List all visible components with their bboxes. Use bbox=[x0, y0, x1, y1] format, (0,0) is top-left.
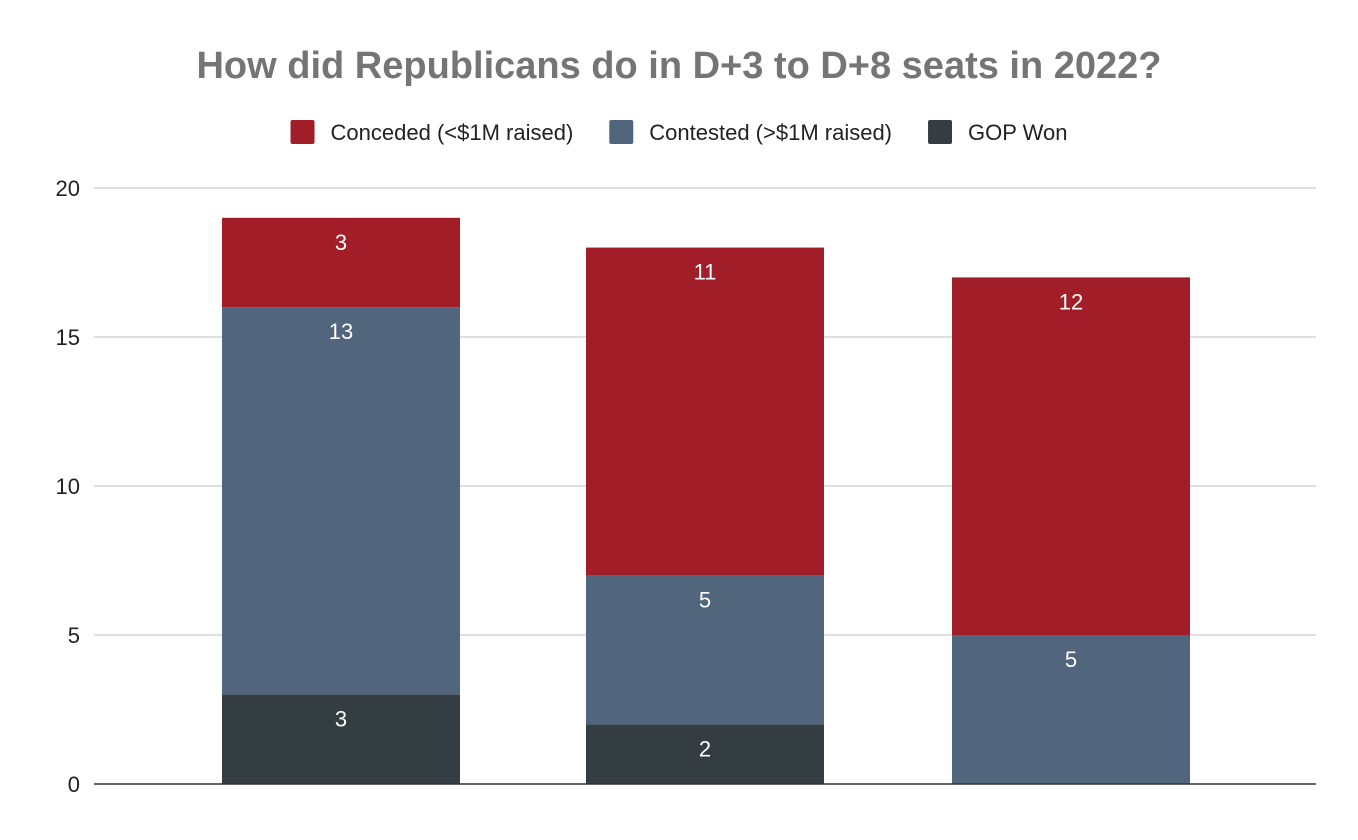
bar-segment bbox=[586, 575, 824, 725]
legend-label: GOP Won bbox=[968, 120, 1067, 145]
legend-label: Conceded (<$1M raised) bbox=[331, 120, 574, 145]
data-label: 3 bbox=[335, 707, 347, 732]
data-label: 3 bbox=[335, 230, 347, 255]
data-label: 13 bbox=[329, 319, 353, 344]
legend-label: Contested (>$1M raised) bbox=[649, 120, 892, 145]
y-axis-ticks: 0 5 10 15 20 bbox=[56, 176, 80, 797]
y-tick-label: 10 bbox=[56, 474, 80, 499]
y-tick-label: 5 bbox=[68, 623, 80, 648]
y-tick-label: 15 bbox=[56, 325, 80, 350]
data-label: 2 bbox=[699, 736, 711, 761]
y-tick-label: 0 bbox=[68, 772, 80, 797]
data-labels: 3 13 3 2 5 11 5 12 bbox=[329, 230, 1083, 762]
bar-segment bbox=[222, 217, 460, 308]
legend: Conceded (<$1M raised) Contested (>$1M ra… bbox=[290, 120, 1067, 145]
bar-segment bbox=[586, 724, 824, 784]
legend-swatch bbox=[928, 120, 953, 144]
data-label: 5 bbox=[699, 587, 711, 612]
chart-title: How did Republicans do in D+3 to D+8 sea… bbox=[196, 45, 1161, 87]
bar-segment bbox=[952, 635, 1190, 784]
data-label: 5 bbox=[1065, 647, 1077, 672]
bars bbox=[222, 217, 1190, 784]
data-label: 11 bbox=[694, 260, 717, 285]
y-tick-label: 20 bbox=[56, 176, 80, 201]
bar-segment bbox=[586, 247, 824, 576]
bar-segment bbox=[952, 277, 1190, 635]
legend-swatch bbox=[609, 120, 634, 144]
legend-swatch bbox=[290, 120, 315, 144]
bar-segment bbox=[222, 694, 460, 784]
bar-segment bbox=[222, 307, 460, 695]
data-label: 12 bbox=[1059, 289, 1083, 314]
